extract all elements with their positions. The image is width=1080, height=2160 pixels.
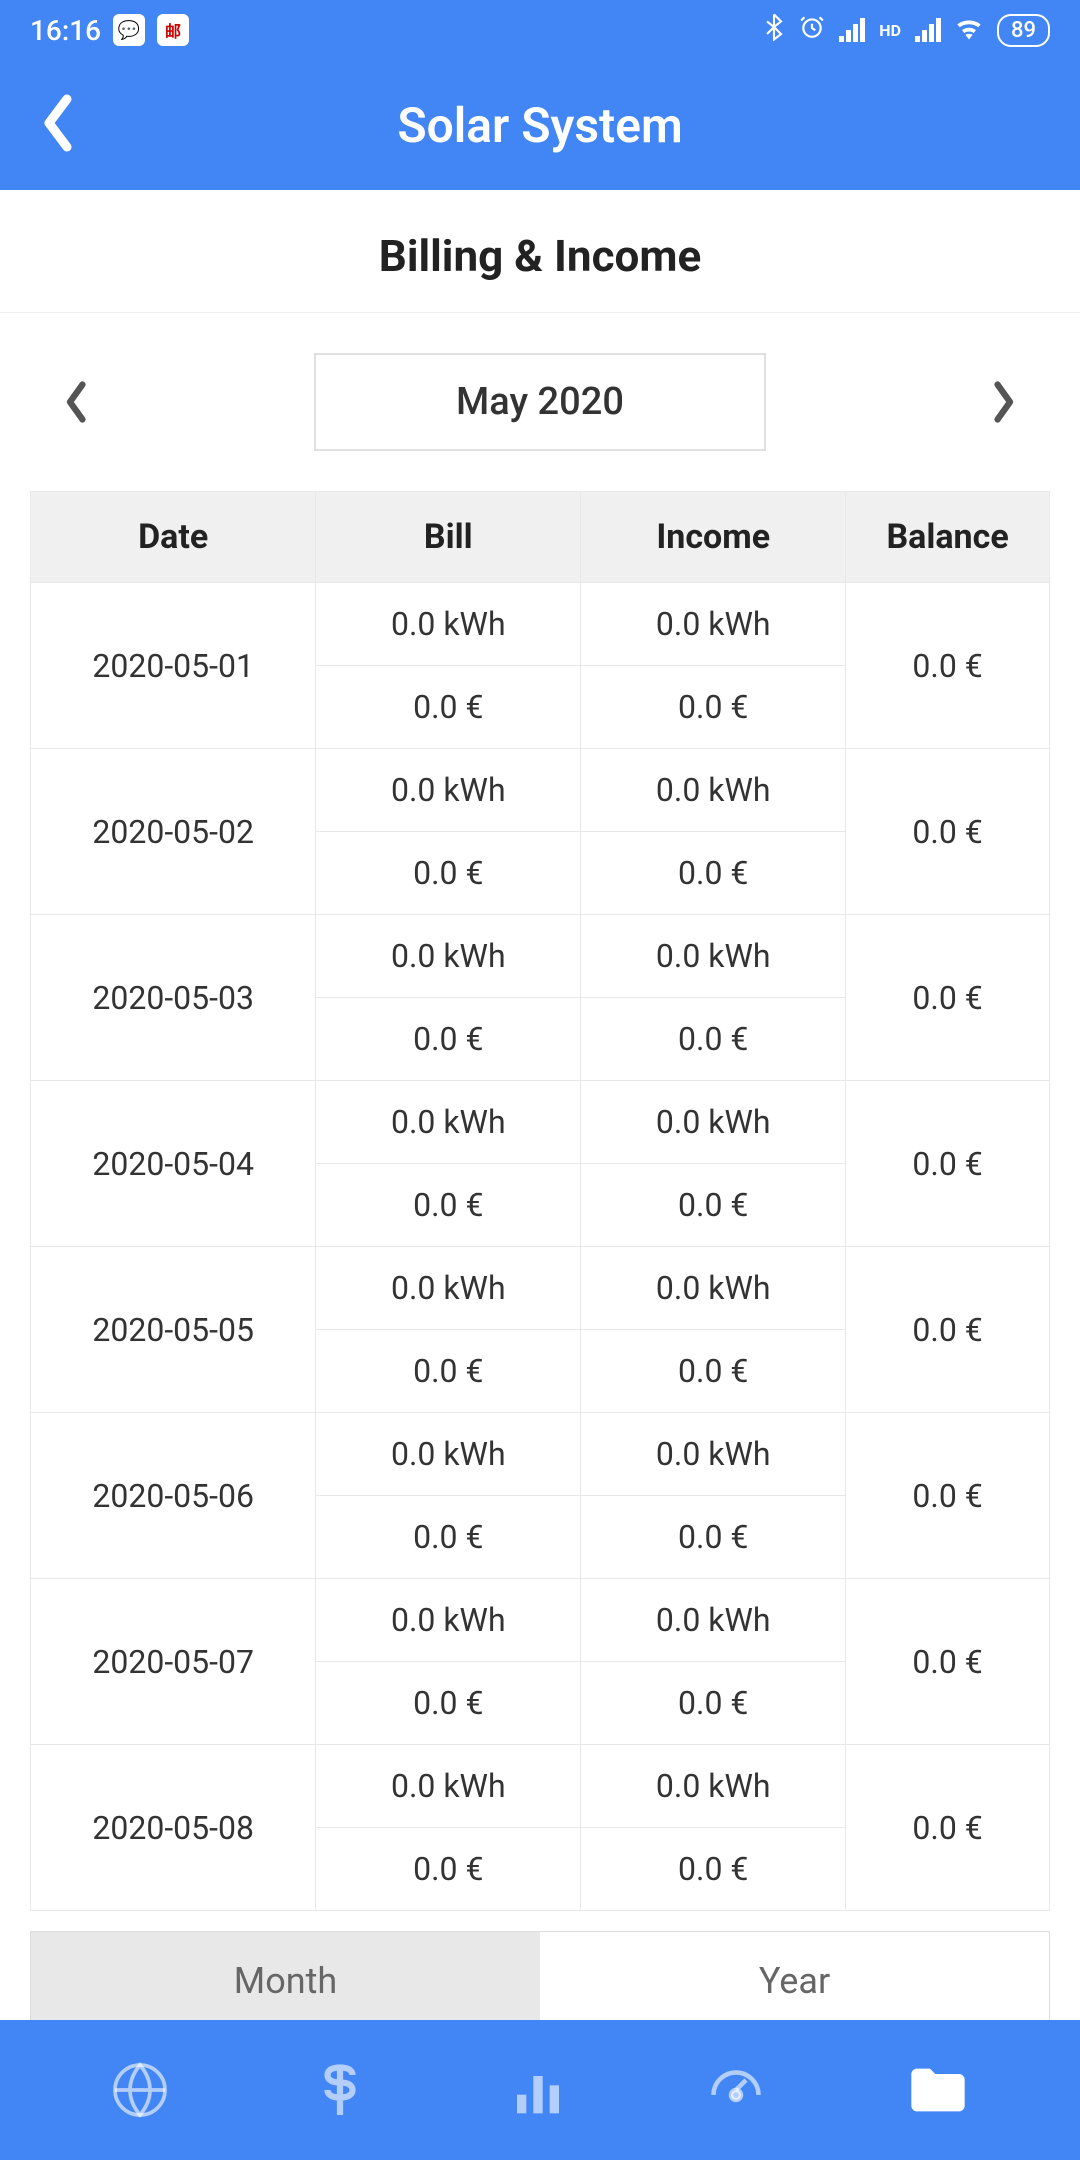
table-row: 2020-05-050.0 kWh0.0 kWh0.0 €	[31, 1247, 1050, 1330]
date-cell: 2020-05-03	[31, 915, 316, 1081]
section-title: Billing & Income	[0, 190, 1080, 313]
income-kwh-cell: 0.0 kWh	[581, 1081, 846, 1164]
table-row: 2020-05-060.0 kWh0.0 kWh0.0 €	[31, 1413, 1050, 1496]
app-icon: 邮	[157, 14, 189, 46]
date-selector: May 2020	[0, 313, 1080, 491]
income-kwh-cell: 0.0 kWh	[581, 1579, 846, 1662]
alarm-icon	[799, 14, 825, 47]
balance-cell: 0.0 €	[846, 583, 1050, 749]
balance-cell: 0.0 €	[846, 1745, 1050, 1911]
folder-icon[interactable]	[906, 2062, 970, 2118]
income-kwh-cell: 0.0 kWh	[581, 1413, 846, 1496]
period-toggle: Month Year	[30, 1931, 1050, 2031]
bill-eur-cell: 0.0 €	[316, 1164, 581, 1247]
balance-cell: 0.0 €	[846, 1247, 1050, 1413]
battery-indicator: 89	[997, 14, 1050, 47]
date-cell: 2020-05-08	[31, 1745, 316, 1911]
date-cell: 2020-05-04	[31, 1081, 316, 1247]
bottom-navigation	[0, 2020, 1080, 2160]
header-balance: Balance	[846, 492, 1050, 583]
billing-table-container: Date Bill Income Balance 2020-05-010.0 k…	[0, 491, 1080, 1911]
back-button[interactable]	[40, 93, 76, 157]
app-header: Solar System	[0, 60, 1080, 190]
bill-eur-cell: 0.0 €	[316, 1662, 581, 1745]
income-kwh-cell: 0.0 kWh	[581, 1745, 846, 1828]
next-month-button[interactable]	[990, 377, 1020, 427]
table-row: 2020-05-070.0 kWh0.0 kWh0.0 €	[31, 1579, 1050, 1662]
status-left: 16:16 💬 邮	[30, 14, 189, 47]
header-date: Date	[31, 492, 316, 583]
bill-kwh-cell: 0.0 kWh	[316, 915, 581, 998]
income-eur-cell: 0.0 €	[581, 1496, 846, 1579]
signal-icon	[839, 18, 865, 42]
date-cell: 2020-05-02	[31, 749, 316, 915]
income-eur-cell: 0.0 €	[581, 1164, 846, 1247]
year-toggle-button[interactable]: Year	[540, 1932, 1049, 2030]
income-kwh-cell: 0.0 kWh	[581, 749, 846, 832]
chart-icon[interactable]	[510, 2062, 566, 2118]
bill-eur-cell: 0.0 €	[316, 1330, 581, 1413]
bill-eur-cell: 0.0 €	[316, 998, 581, 1081]
current-month-display[interactable]: May 2020	[314, 353, 766, 451]
header-bill: Bill	[316, 492, 581, 583]
table-row: 2020-05-020.0 kWh0.0 kWh0.0 €	[31, 749, 1050, 832]
balance-cell: 0.0 €	[846, 1413, 1050, 1579]
prev-month-button[interactable]	[60, 377, 90, 427]
income-eur-cell: 0.0 €	[581, 998, 846, 1081]
balance-cell: 0.0 €	[846, 915, 1050, 1081]
income-eur-cell: 0.0 €	[581, 1828, 846, 1911]
bill-kwh-cell: 0.0 kWh	[316, 1745, 581, 1828]
table-row: 2020-05-010.0 kWh0.0 kWh0.0 €	[31, 583, 1050, 666]
bill-eur-cell: 0.0 €	[316, 1828, 581, 1911]
bill-eur-cell: 0.0 €	[316, 666, 581, 749]
wechat-icon: 💬	[113, 14, 145, 46]
date-cell: 2020-05-06	[31, 1413, 316, 1579]
bill-eur-cell: 0.0 €	[316, 1496, 581, 1579]
wifi-icon	[955, 14, 983, 47]
income-kwh-cell: 0.0 kWh	[581, 1247, 846, 1330]
bill-eur-cell: 0.0 €	[316, 832, 581, 915]
page-title: Solar System	[30, 97, 1050, 154]
globe-icon[interactable]	[110, 2060, 170, 2120]
dollar-icon[interactable]	[310, 2060, 370, 2120]
income-kwh-cell: 0.0 kWh	[581, 915, 846, 998]
bill-kwh-cell: 0.0 kWh	[316, 1081, 581, 1164]
hd-icon: HD	[879, 21, 901, 40]
balance-cell: 0.0 €	[846, 749, 1050, 915]
billing-table: Date Bill Income Balance 2020-05-010.0 k…	[30, 491, 1050, 1911]
bluetooth-icon	[763, 13, 785, 48]
income-eur-cell: 0.0 €	[581, 1662, 846, 1745]
month-toggle-button[interactable]: Month	[31, 1932, 540, 2030]
income-eur-cell: 0.0 €	[581, 1330, 846, 1413]
status-time: 16:16	[30, 14, 101, 47]
income-eur-cell: 0.0 €	[581, 666, 846, 749]
header-income: Income	[581, 492, 846, 583]
table-row: 2020-05-030.0 kWh0.0 kWh0.0 €	[31, 915, 1050, 998]
balance-cell: 0.0 €	[846, 1579, 1050, 1745]
bill-kwh-cell: 0.0 kWh	[316, 1413, 581, 1496]
table-header-row: Date Bill Income Balance	[31, 492, 1050, 583]
income-kwh-cell: 0.0 kWh	[581, 583, 846, 666]
gauge-icon[interactable]	[706, 2060, 766, 2120]
table-row: 2020-05-040.0 kWh0.0 kWh0.0 €	[31, 1081, 1050, 1164]
date-cell: 2020-05-07	[31, 1579, 316, 1745]
bill-kwh-cell: 0.0 kWh	[316, 1579, 581, 1662]
bill-kwh-cell: 0.0 kWh	[316, 749, 581, 832]
date-cell: 2020-05-01	[31, 583, 316, 749]
balance-cell: 0.0 €	[846, 1081, 1050, 1247]
bill-kwh-cell: 0.0 kWh	[316, 583, 581, 666]
table-row: 2020-05-080.0 kWh0.0 kWh0.0 €	[31, 1745, 1050, 1828]
income-eur-cell: 0.0 €	[581, 832, 846, 915]
bill-kwh-cell: 0.0 kWh	[316, 1247, 581, 1330]
date-cell: 2020-05-05	[31, 1247, 316, 1413]
signal-icon-2	[915, 18, 941, 42]
status-bar: 16:16 💬 邮 HD 89	[0, 0, 1080, 60]
status-right: HD 89	[763, 13, 1050, 48]
